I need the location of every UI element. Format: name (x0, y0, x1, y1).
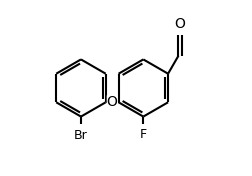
Text: Br: Br (74, 129, 88, 142)
Text: O: O (107, 95, 118, 109)
Text: F: F (140, 128, 147, 141)
Text: O: O (174, 17, 185, 32)
